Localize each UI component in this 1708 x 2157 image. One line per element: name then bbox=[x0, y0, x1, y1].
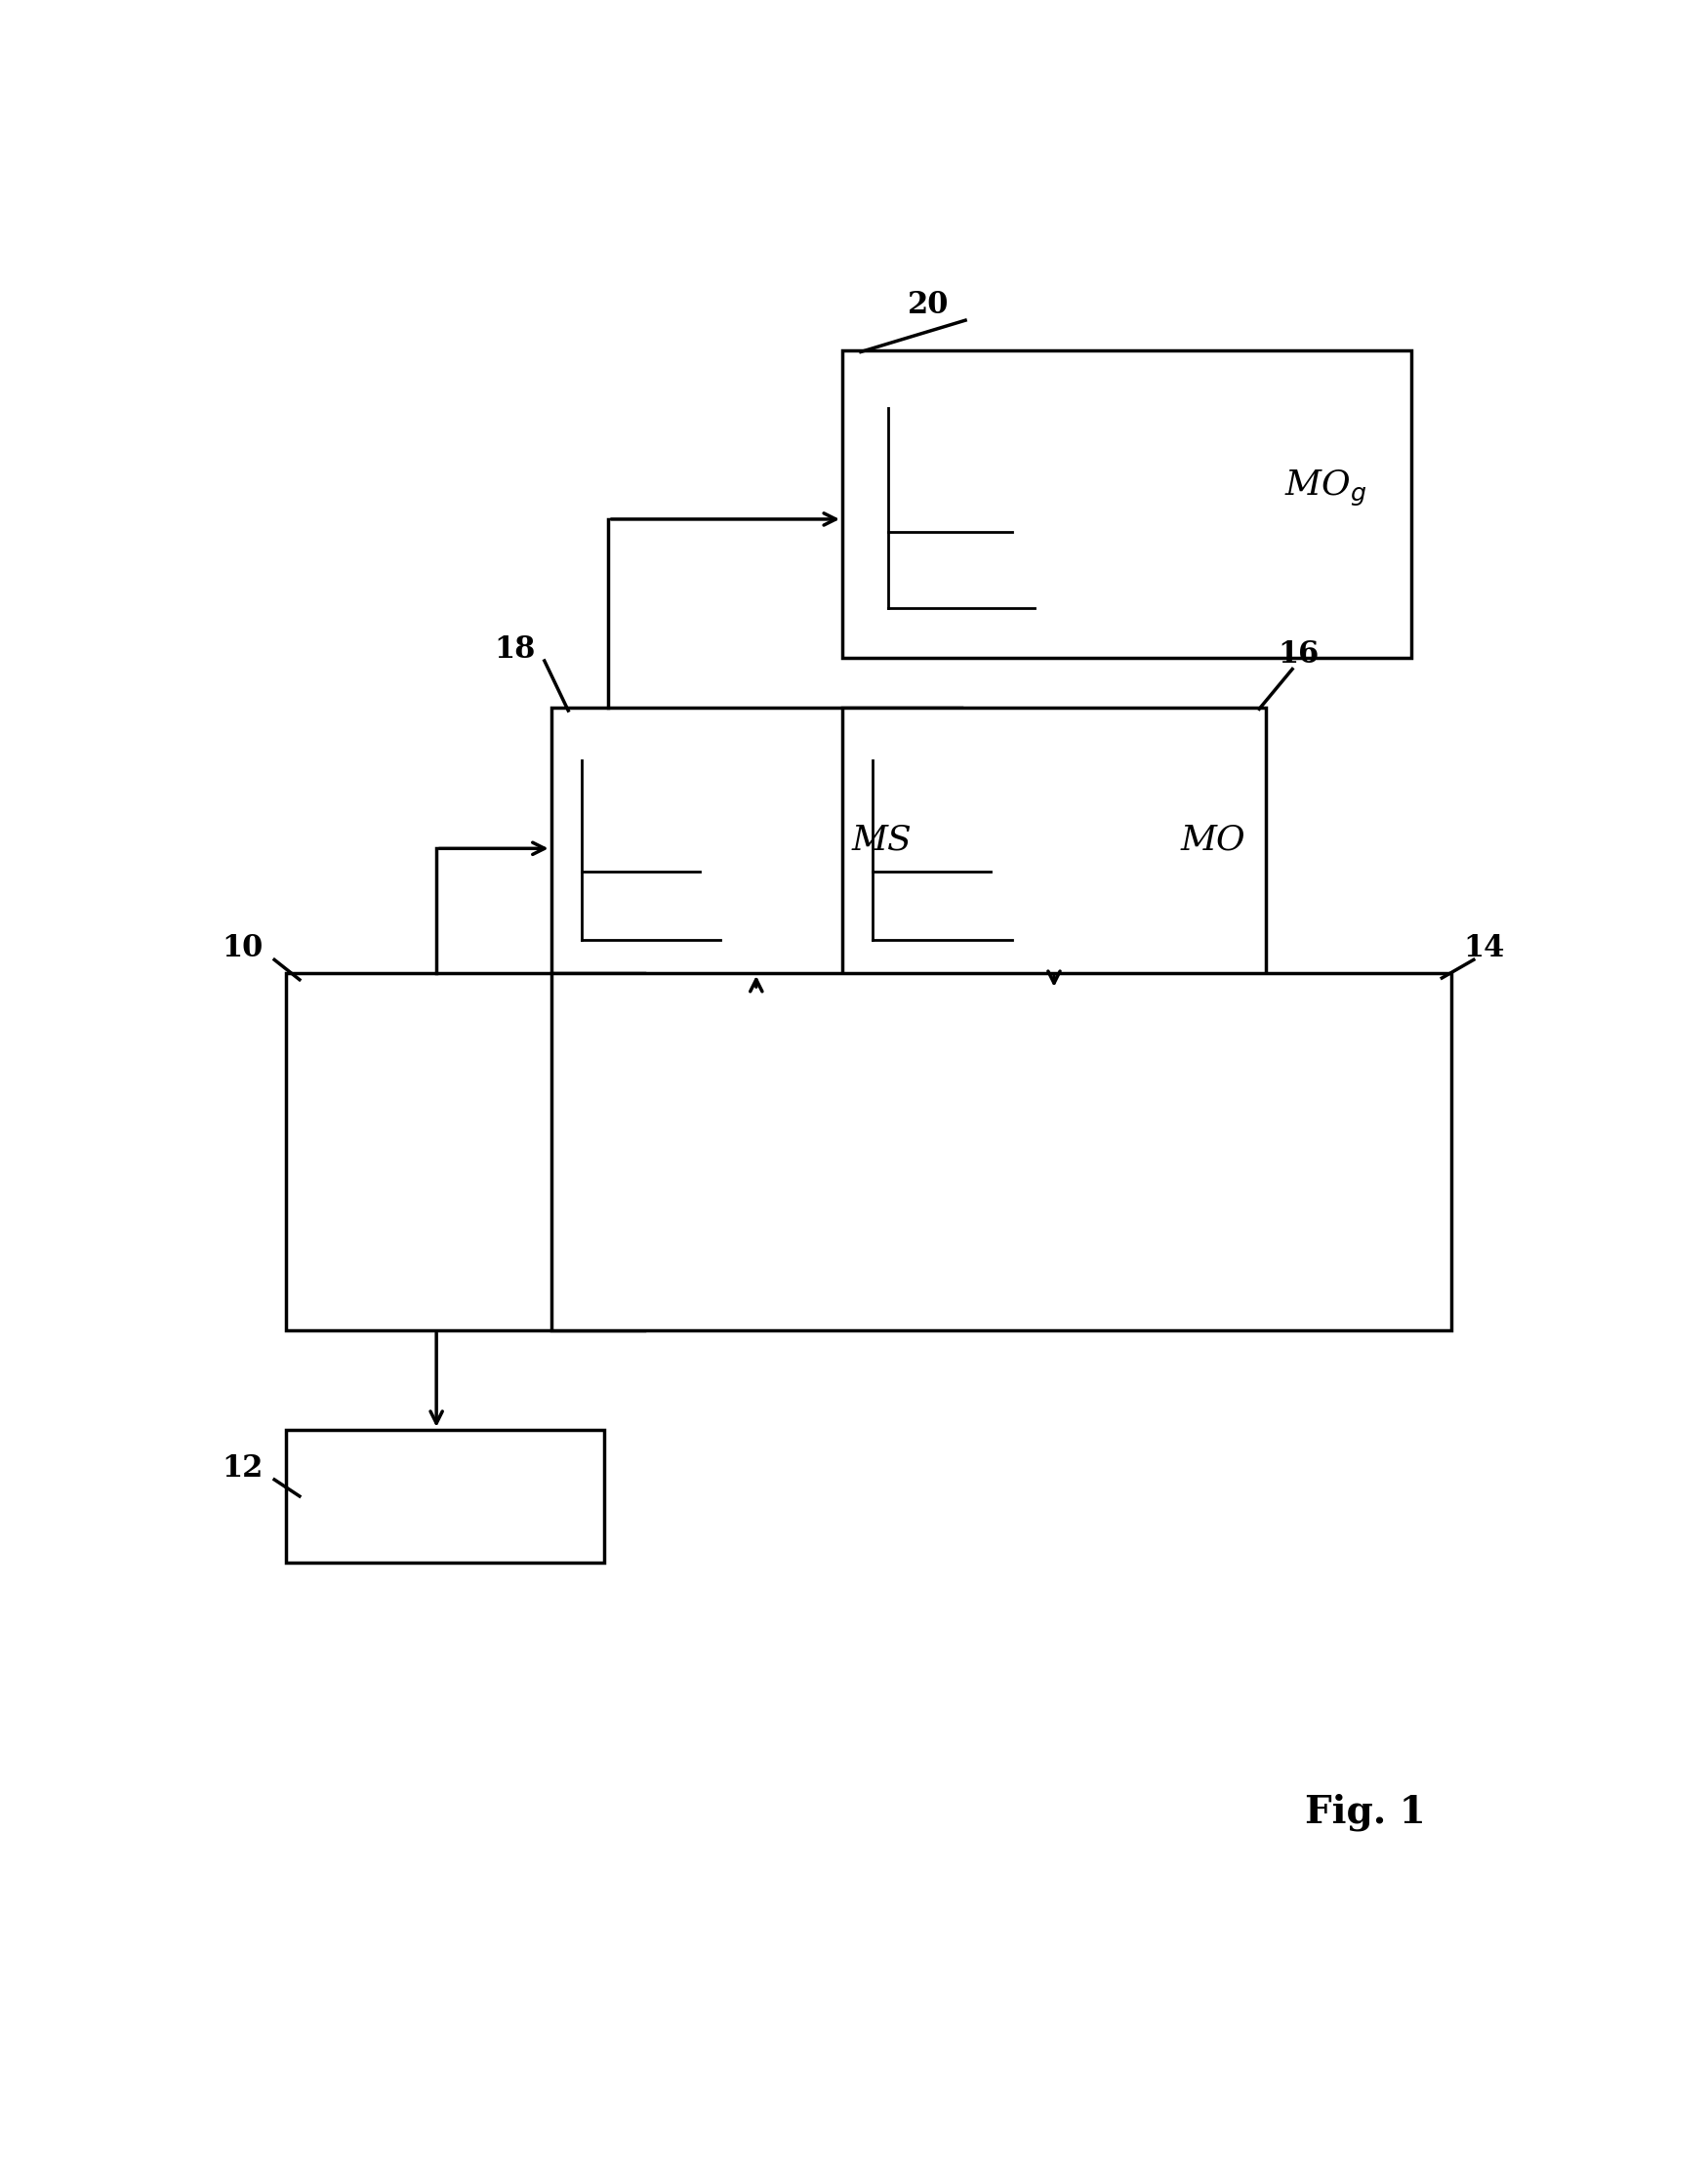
Bar bbox=[287, 973, 644, 1331]
Bar bbox=[842, 349, 1411, 658]
Text: MO: MO bbox=[1180, 824, 1245, 856]
Text: 20: 20 bbox=[907, 291, 950, 321]
Bar bbox=[842, 707, 1266, 990]
Text: MS: MS bbox=[852, 824, 912, 856]
Text: 14: 14 bbox=[1464, 934, 1505, 964]
Text: 16: 16 bbox=[1278, 638, 1320, 669]
Text: 12: 12 bbox=[222, 1454, 263, 1484]
Text: MO$_g$: MO$_g$ bbox=[1284, 468, 1366, 509]
Text: 18: 18 bbox=[495, 634, 536, 664]
Bar bbox=[552, 707, 962, 990]
Text: Fig. 1: Fig. 1 bbox=[1305, 1792, 1426, 1831]
Text: 10: 10 bbox=[222, 934, 263, 964]
Bar bbox=[552, 973, 1452, 1331]
Bar bbox=[287, 1430, 605, 1562]
